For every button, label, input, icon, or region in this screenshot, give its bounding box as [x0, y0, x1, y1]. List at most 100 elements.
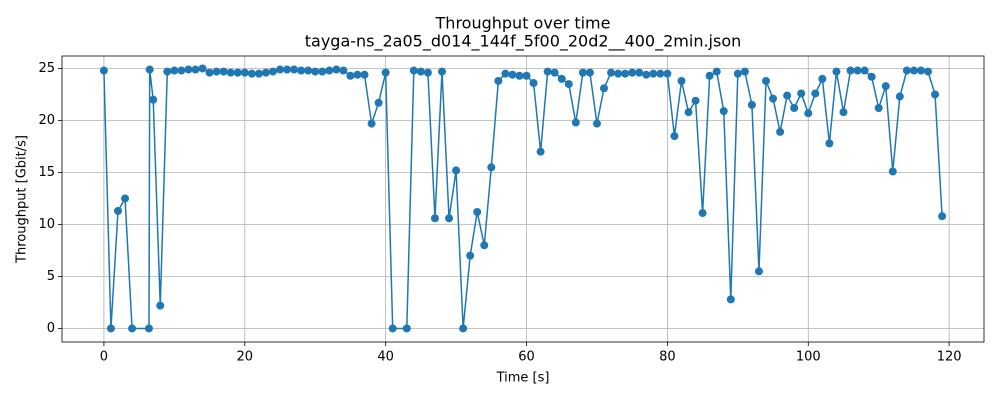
data-point [600, 84, 609, 93]
data-point [747, 100, 756, 109]
y-tick-label: 5 [47, 269, 55, 284]
data-point [113, 206, 122, 215]
data-point [212, 67, 221, 76]
data-point [128, 324, 137, 333]
data-point [480, 241, 489, 250]
data-point [515, 71, 524, 80]
data-point [881, 82, 890, 91]
data-point [163, 67, 172, 76]
data-point [247, 69, 256, 78]
data-point [740, 67, 749, 76]
data-point [557, 74, 566, 83]
plot-frame [61, 55, 985, 343]
data-point [156, 301, 165, 310]
data-point [712, 67, 721, 76]
data-point [283, 65, 292, 74]
data-point [797, 89, 806, 98]
x-tick-label: 20 [237, 350, 254, 365]
data-point [466, 251, 475, 260]
data-point [332, 65, 341, 74]
chart-title: Throughput over time [435, 14, 611, 33]
data-point [839, 108, 848, 117]
data-point [402, 324, 411, 333]
data-point [311, 67, 320, 76]
data-point [508, 70, 517, 79]
x-tick-label: 120 [937, 350, 962, 365]
data-point [607, 68, 616, 77]
x-tick-label: 0 [100, 350, 108, 365]
data-point [381, 68, 390, 77]
data-point [325, 66, 334, 75]
data-point [318, 67, 327, 76]
y-tick-label: 0 [47, 321, 55, 336]
data-point [938, 212, 947, 221]
data-point [860, 66, 869, 75]
data-point [635, 68, 644, 77]
data-point [754, 267, 763, 276]
data-point [487, 163, 496, 172]
data-point [459, 324, 468, 333]
data-point [409, 66, 418, 75]
data-point [106, 324, 115, 333]
data-point [388, 324, 397, 333]
data-point [522, 71, 531, 80]
data-point [776, 127, 785, 136]
data-point [184, 65, 193, 74]
data-point [261, 68, 270, 77]
data-point [818, 74, 827, 83]
data-point [874, 104, 883, 112]
data-point [290, 65, 299, 74]
data-point [550, 68, 559, 77]
data-point [177, 66, 186, 75]
data-point [536, 147, 545, 156]
data-point [684, 108, 693, 117]
data-point [339, 66, 348, 75]
data-point [416, 67, 425, 76]
data-point [825, 139, 834, 148]
data-point [191, 65, 200, 74]
data-point [240, 68, 249, 77]
data-point [501, 69, 510, 78]
data-point [145, 65, 154, 74]
data-point [304, 66, 313, 75]
data-point [144, 324, 153, 333]
data-point [663, 69, 672, 78]
y-tick-label: 15 [38, 165, 55, 180]
data-point [254, 69, 263, 78]
chart-subtitle: tayga-ns_2a05_d014_144f_5f00_20d2__400_2… [305, 32, 742, 52]
data-point [916, 66, 925, 75]
data-point [628, 68, 637, 77]
data-point [367, 119, 376, 128]
data-point [423, 68, 432, 77]
data-point [846, 66, 855, 75]
data-point [832, 67, 841, 76]
data-point [705, 71, 714, 80]
data-point [578, 68, 587, 77]
y-tick-label: 25 [38, 61, 55, 76]
data-point [198, 64, 207, 73]
data-point [649, 69, 658, 78]
x-axis-label: Time [s] [496, 371, 550, 386]
data-point [790, 104, 799, 112]
data-point [452, 166, 461, 175]
x-tick-label: 60 [518, 350, 535, 365]
series-line [103, 67, 943, 330]
data-point [719, 107, 728, 116]
data-point [895, 92, 904, 101]
data-point [346, 71, 355, 80]
data-point [564, 80, 573, 89]
data-point [867, 72, 876, 81]
data-point [445, 214, 454, 223]
data-point [233, 68, 242, 77]
data-point [226, 68, 235, 77]
data-point [691, 96, 700, 105]
data-point [902, 66, 911, 75]
data-point [804, 109, 813, 118]
data-point [592, 119, 601, 128]
data-point [888, 167, 897, 176]
data-point [219, 67, 228, 76]
x-tick-label: 80 [659, 350, 676, 365]
data-point [698, 209, 707, 218]
data-point [543, 67, 552, 76]
data-point [909, 66, 918, 75]
